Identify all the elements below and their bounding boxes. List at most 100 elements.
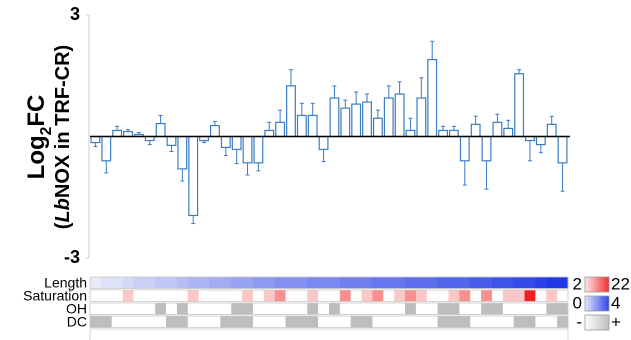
legend-colorbar [584,314,610,331]
track-cell [546,316,558,328]
track-cell [296,290,308,302]
track-cell [481,303,493,315]
track-cell [415,316,428,328]
y-axis-label: (LbNOX in TRF-CR) [52,45,74,229]
track-cell [383,290,395,302]
track-cell [144,277,156,289]
track-cell [122,290,134,302]
track-cell [502,303,514,315]
track-cell [470,290,482,302]
bar [394,93,405,138]
track-cell [209,277,221,289]
legend-high-label: 4 [611,293,620,312]
track-cell [513,316,525,328]
track-cell [296,277,308,289]
track-cell [318,277,330,289]
track-cell [307,303,319,315]
track-cell [350,277,362,289]
track-cell [274,290,286,302]
track-cell [361,277,373,289]
track-cell [122,277,134,289]
bar [459,135,470,162]
track-cell [133,303,145,315]
bar [307,114,318,138]
track-cell [100,303,113,315]
track-cell [481,277,493,289]
track-cell [296,316,308,328]
track-cell [176,316,189,328]
y-axis-label-part: Lb [52,198,74,222]
track-cell [405,277,417,289]
bar [340,107,351,138]
track-cell [263,290,275,302]
track-cell [535,290,547,302]
track-cell [231,277,243,289]
bar [231,135,242,151]
track-cell [513,277,525,289]
track-cell [546,290,558,302]
bar [514,73,525,138]
track-cell [502,290,514,302]
track-cell [242,303,254,315]
track-label: Length [44,274,87,290]
track-cell [318,316,330,328]
track-cell [524,316,536,328]
bar [546,123,557,138]
track-cell [231,290,243,302]
track-cell [350,290,362,302]
track-cell [524,303,536,315]
y-tick-label: -3 [64,247,80,267]
track-cell [557,303,569,315]
track-cell [209,290,221,302]
track-cell [155,277,167,289]
bar [383,97,394,138]
track-cell [557,277,569,289]
track-cell [361,290,373,302]
track-cell [187,316,199,328]
track-cut [89,328,569,340]
track-cell [166,290,178,302]
track-cell [155,303,167,315]
track-cell [166,303,178,315]
track-cell [448,290,460,302]
bar [416,97,427,138]
track-cell [426,316,438,328]
track-cell [415,303,428,315]
bar [470,123,481,138]
bar [286,85,296,138]
legend-colorbar [584,276,610,293]
track-cell [339,303,352,315]
track-cell [394,303,406,315]
track-cell [339,316,352,328]
track-cell [372,290,384,302]
track-cell [122,316,134,328]
track-cell [481,290,493,302]
y-axis-label-part: Log [23,135,50,179]
bar [438,129,449,138]
track-border [89,289,569,302]
track-cell [318,303,330,315]
track-cell [437,290,449,302]
track-cell [111,277,123,289]
track-cell [220,290,232,302]
track-cell [459,277,471,289]
track-cell [100,277,113,289]
track-cell [383,303,395,315]
track-cell [383,316,395,328]
track-cell [502,277,514,289]
track-cell [339,290,352,302]
track-cell [198,290,210,302]
track-cell [274,316,286,328]
track-cell [187,290,199,302]
track-cell [491,316,504,328]
track-cell [144,290,156,302]
track-label: OH [66,300,87,316]
bar [275,121,286,138]
track-cell [90,316,102,328]
track-cell [285,277,297,289]
bar [209,124,220,138]
track-cell [546,277,558,289]
bar [166,135,177,147]
track-cell [513,290,525,302]
